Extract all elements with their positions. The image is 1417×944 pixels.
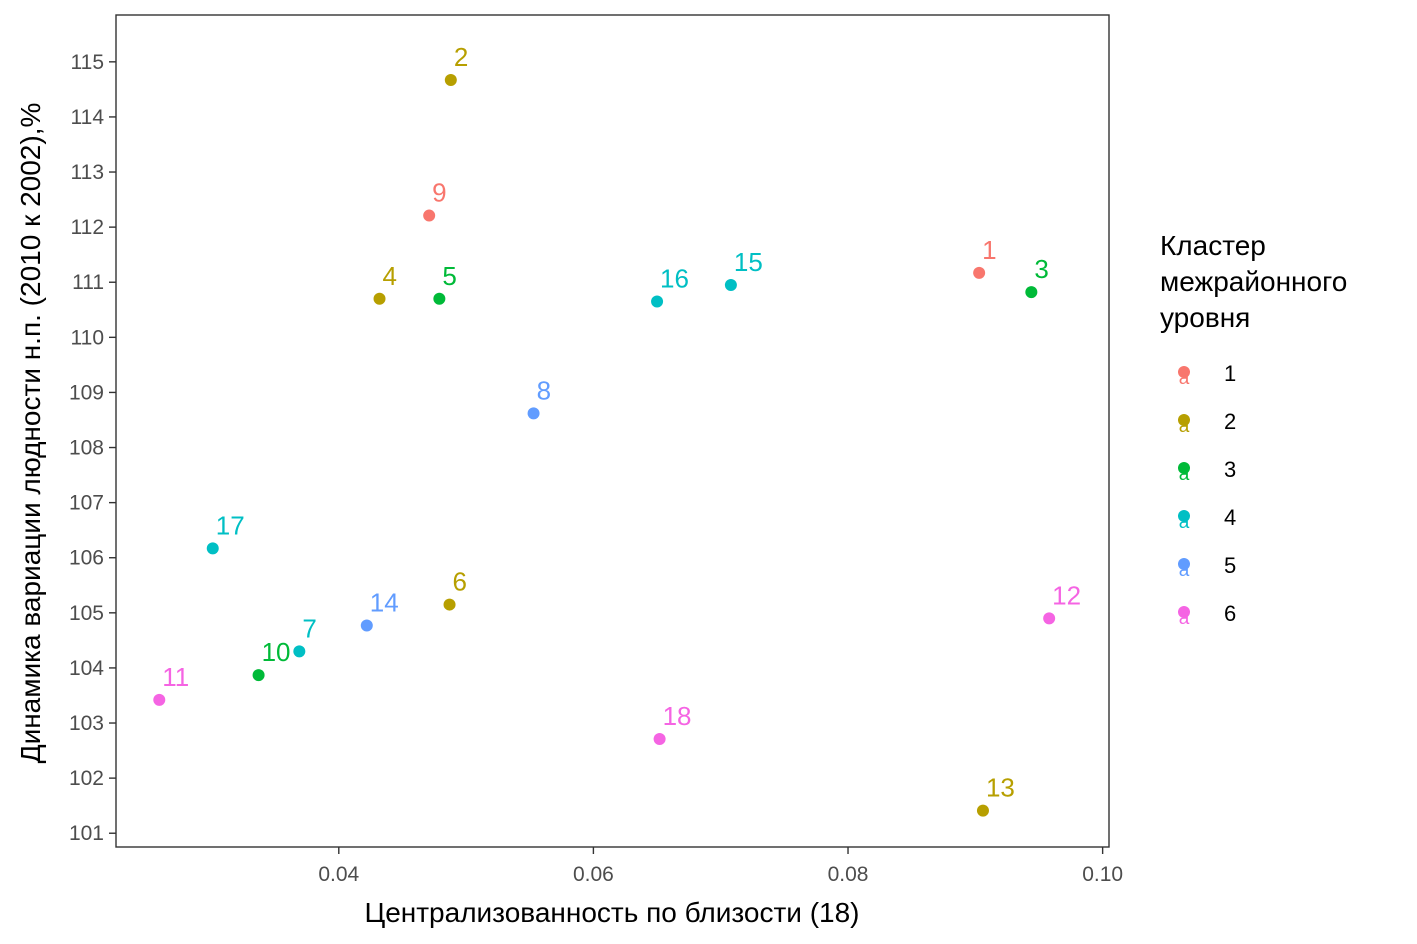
data-point-3 xyxy=(1025,286,1038,299)
legend-label-4: 4 xyxy=(1224,505,1236,530)
y-tick-label: 112 xyxy=(71,216,104,239)
legend-key-point-5 xyxy=(1178,558,1190,570)
data-point-11 xyxy=(153,693,166,706)
data-point-9 xyxy=(423,209,436,222)
data-point-2 xyxy=(444,74,457,87)
legend-key-glyph-4: a xyxy=(1179,512,1190,533)
y-tick-label: 113 xyxy=(71,161,104,184)
y-tick-label: 111 xyxy=(72,271,104,294)
legend-title-line-3: уровня xyxy=(1160,302,1250,333)
data-point-4 xyxy=(373,292,386,305)
data-point-8 xyxy=(527,407,540,420)
data-point-1 xyxy=(973,266,986,279)
legend-key-glyph-2: a xyxy=(1179,416,1190,437)
legend: Кластер межрайонного уровня a 1 a 2 a 3 a 4 a 5 a 6 xyxy=(1160,230,1347,629)
legend-label-3: 3 xyxy=(1224,457,1236,482)
data-points xyxy=(153,74,1056,817)
x-tick-label: 0.08 xyxy=(828,863,869,886)
x-axis-title: Централизованность по близости (18) xyxy=(364,897,859,928)
y-tick-label: 109 xyxy=(69,381,104,404)
y-tick-label: 101 xyxy=(69,822,104,845)
y-tick-label: 102 xyxy=(69,767,104,790)
point-label-10: 10 xyxy=(262,637,291,667)
point-label-14: 14 xyxy=(370,588,399,618)
data-point-7 xyxy=(293,645,306,658)
data-point-15 xyxy=(724,278,737,291)
legend-label-2: 2 xyxy=(1224,409,1236,434)
legend-title-line-1: Кластер xyxy=(1160,230,1266,261)
data-point-6 xyxy=(443,598,456,611)
legend-key-glyph-1: a xyxy=(1179,368,1190,389)
x-tick-label: 0.04 xyxy=(318,863,359,886)
y-tick-label: 104 xyxy=(69,657,104,680)
y-tick-label: 105 xyxy=(69,602,104,625)
data-point-17 xyxy=(206,542,219,555)
point-label-12: 12 xyxy=(1052,580,1081,610)
point-label-4: 4 xyxy=(383,261,397,291)
y-axis: 101 102 103 104 105 106 107 108 109 110 111 112 113 1… xyxy=(69,51,116,845)
y-tick-label: 103 xyxy=(69,712,104,735)
legend-label-5: 5 xyxy=(1224,553,1236,578)
x-tick-label: 0.06 xyxy=(573,863,614,886)
legend-key-glyph-5: a xyxy=(1179,560,1190,581)
point-label-2: 2 xyxy=(454,42,468,72)
legend-label-1: 1 xyxy=(1224,361,1236,386)
legend-key-glyph-6: a xyxy=(1179,608,1190,629)
x-axis: 0.04 0.06 0.08 0.10 xyxy=(318,847,1123,886)
point-label-1: 1 xyxy=(982,235,996,265)
y-tick-label: 108 xyxy=(69,437,104,460)
legend-entries: a 1 a 2 a 3 a 4 a 5 a 6 xyxy=(1178,361,1236,629)
point-label-17: 17 xyxy=(216,510,245,540)
data-point-13 xyxy=(976,804,989,817)
y-axis-title: Динамика вариации людности н.п. (2010 к … xyxy=(15,103,46,764)
legend-key-point-1 xyxy=(1178,366,1190,378)
legend-title-line-2: межрайонного xyxy=(1160,266,1347,297)
y-tick-label: 106 xyxy=(69,547,104,570)
point-label-3: 3 xyxy=(1034,254,1048,284)
legend-key-glyph-3: a xyxy=(1179,464,1190,485)
data-point-18 xyxy=(653,733,666,746)
legend-key-point-6 xyxy=(1178,606,1190,618)
data-point-12 xyxy=(1043,612,1056,625)
point-label-5: 5 xyxy=(442,261,456,291)
point-label-18: 18 xyxy=(663,701,692,731)
y-tick-label: 115 xyxy=(71,51,104,74)
point-label-9: 9 xyxy=(432,178,446,208)
panel-border xyxy=(115,14,1110,848)
point-label-8: 8 xyxy=(537,375,551,405)
point-label-11: 11 xyxy=(162,662,189,692)
point-label-16: 16 xyxy=(660,264,689,294)
plot-panel xyxy=(115,14,1110,848)
point-label-13: 13 xyxy=(986,773,1015,803)
legend-key-point-4 xyxy=(1178,510,1190,522)
legend-key-point-3 xyxy=(1178,462,1190,474)
data-point-14 xyxy=(360,619,373,632)
data-point-5 xyxy=(433,292,446,305)
data-point-16 xyxy=(651,295,664,308)
x-tick-label: 0.10 xyxy=(1082,863,1123,886)
data-point-10 xyxy=(252,669,265,682)
point-label-6: 6 xyxy=(453,567,467,597)
legend-key-point-2 xyxy=(1178,414,1190,426)
y-tick-label: 107 xyxy=(69,492,104,515)
y-tick-label: 110 xyxy=(71,326,104,349)
point-label-7: 7 xyxy=(302,613,316,643)
legend-label-6: 6 xyxy=(1224,601,1236,626)
point-label-15: 15 xyxy=(734,247,763,277)
y-tick-label: 114 xyxy=(71,106,105,129)
